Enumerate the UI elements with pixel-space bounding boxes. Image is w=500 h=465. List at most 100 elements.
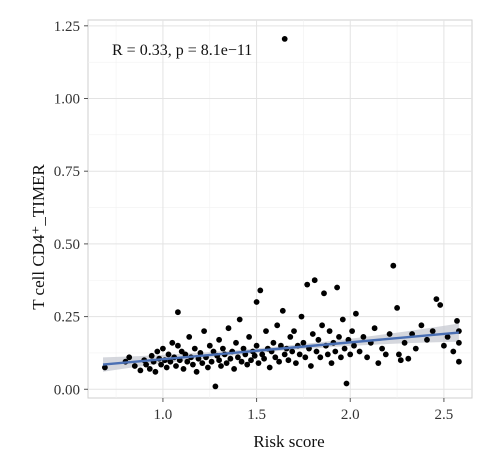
- data-point: [319, 322, 325, 329]
- data-point: [253, 299, 260, 305]
- data-point: [412, 345, 419, 352]
- data-point: [238, 358, 245, 365]
- data-point: [186, 334, 193, 340]
- data-point: [382, 351, 389, 358]
- data-point: [356, 348, 363, 355]
- x-tick-label: 2.0: [341, 407, 360, 423]
- data-point: [285, 357, 292, 364]
- data-point: [328, 360, 335, 366]
- data-point: [220, 345, 226, 352]
- data-point: [375, 360, 382, 366]
- data-point: [308, 363, 314, 369]
- data-point: [343, 380, 350, 387]
- data-point: [334, 284, 340, 291]
- data-point: [235, 354, 241, 361]
- x-axis-title: Risk score: [253, 432, 324, 451]
- data-point: [223, 360, 230, 366]
- data-point: [146, 366, 153, 372]
- data-point: [244, 361, 251, 368]
- data-point: [276, 358, 282, 365]
- data-point: [405, 355, 412, 362]
- data-point: [274, 322, 281, 329]
- data-point: [158, 361, 165, 368]
- data-point: [321, 290, 327, 297]
- data-point: [246, 334, 253, 340]
- data-point: [165, 351, 172, 358]
- data-point: [360, 334, 367, 340]
- fit-line: [102, 331, 459, 366]
- data-point: [326, 328, 333, 334]
- data-point: [349, 328, 355, 334]
- data-point: [216, 357, 223, 364]
- data-point: [266, 364, 273, 371]
- data-point: [126, 354, 133, 361]
- data-point: [137, 367, 144, 374]
- y-axis-title: T cell CD4⁺_TIMER: [29, 164, 48, 310]
- data-point: [212, 383, 219, 390]
- y-tick-label: 1.25: [54, 19, 80, 35]
- data-point: [379, 345, 385, 352]
- axis-ticks: 1.0 1.5 2.0 2.5 0.00 0.25 0.50 0.75 1.00 1.25: [54, 19, 454, 423]
- data-point: [396, 351, 402, 358]
- data-point: [302, 354, 309, 361]
- data-point: [289, 348, 296, 355]
- data-point: [270, 339, 277, 346]
- data-point: [441, 342, 447, 349]
- data-point: [418, 322, 425, 329]
- data-point: [278, 342, 284, 349]
- data-point: [336, 334, 342, 340]
- data-point: [152, 368, 159, 375]
- data-point: [180, 366, 187, 372]
- data-point: [424, 336, 430, 343]
- data-point: [102, 364, 108, 371]
- data-point: [253, 342, 260, 349]
- data-point: [208, 358, 215, 365]
- data-point: [304, 281, 311, 288]
- data-point: [255, 360, 262, 366]
- data-point: [324, 351, 331, 358]
- data-point: [456, 339, 462, 346]
- data-point: [193, 368, 200, 375]
- data-point: [199, 360, 206, 366]
- data-point: [293, 360, 299, 366]
- data-point: [341, 345, 348, 352]
- data-point: [351, 342, 357, 349]
- data-point: [148, 352, 155, 359]
- data-point: [197, 350, 204, 356]
- data-point: [261, 355, 267, 362]
- data-point: [450, 348, 457, 355]
- data-point: [347, 351, 354, 358]
- data-point: [154, 348, 161, 355]
- data-point: [390, 262, 397, 269]
- x-tick-label: 1.5: [247, 407, 266, 423]
- data-point: [386, 331, 393, 337]
- data-point: [298, 313, 305, 320]
- data-point: [257, 287, 264, 294]
- data-point: [454, 318, 460, 324]
- data-point: [401, 339, 408, 346]
- data-point: [296, 351, 303, 358]
- data-point: [227, 355, 234, 362]
- data-point: [175, 309, 181, 316]
- data-point: [173, 363, 179, 369]
- data-point: [160, 345, 166, 352]
- data-point: [371, 325, 378, 332]
- data-point: [300, 339, 307, 346]
- data-point: [206, 342, 213, 349]
- data-point: [313, 348, 320, 355]
- data-point: [184, 358, 191, 365]
- data-point: [191, 345, 198, 352]
- data-point: [315, 336, 322, 343]
- data-point: [210, 348, 217, 355]
- x-tick-label: 1.0: [154, 407, 173, 423]
- data-point: [167, 358, 174, 365]
- data-point: [429, 328, 436, 334]
- y-tick-label: 0.75: [54, 164, 80, 180]
- data-point: [163, 364, 170, 371]
- data-point: [233, 339, 239, 346]
- data-point: [225, 325, 232, 332]
- data-point: [205, 364, 211, 371]
- data-point: [169, 339, 176, 346]
- y-tick-label: 0.50: [54, 237, 80, 253]
